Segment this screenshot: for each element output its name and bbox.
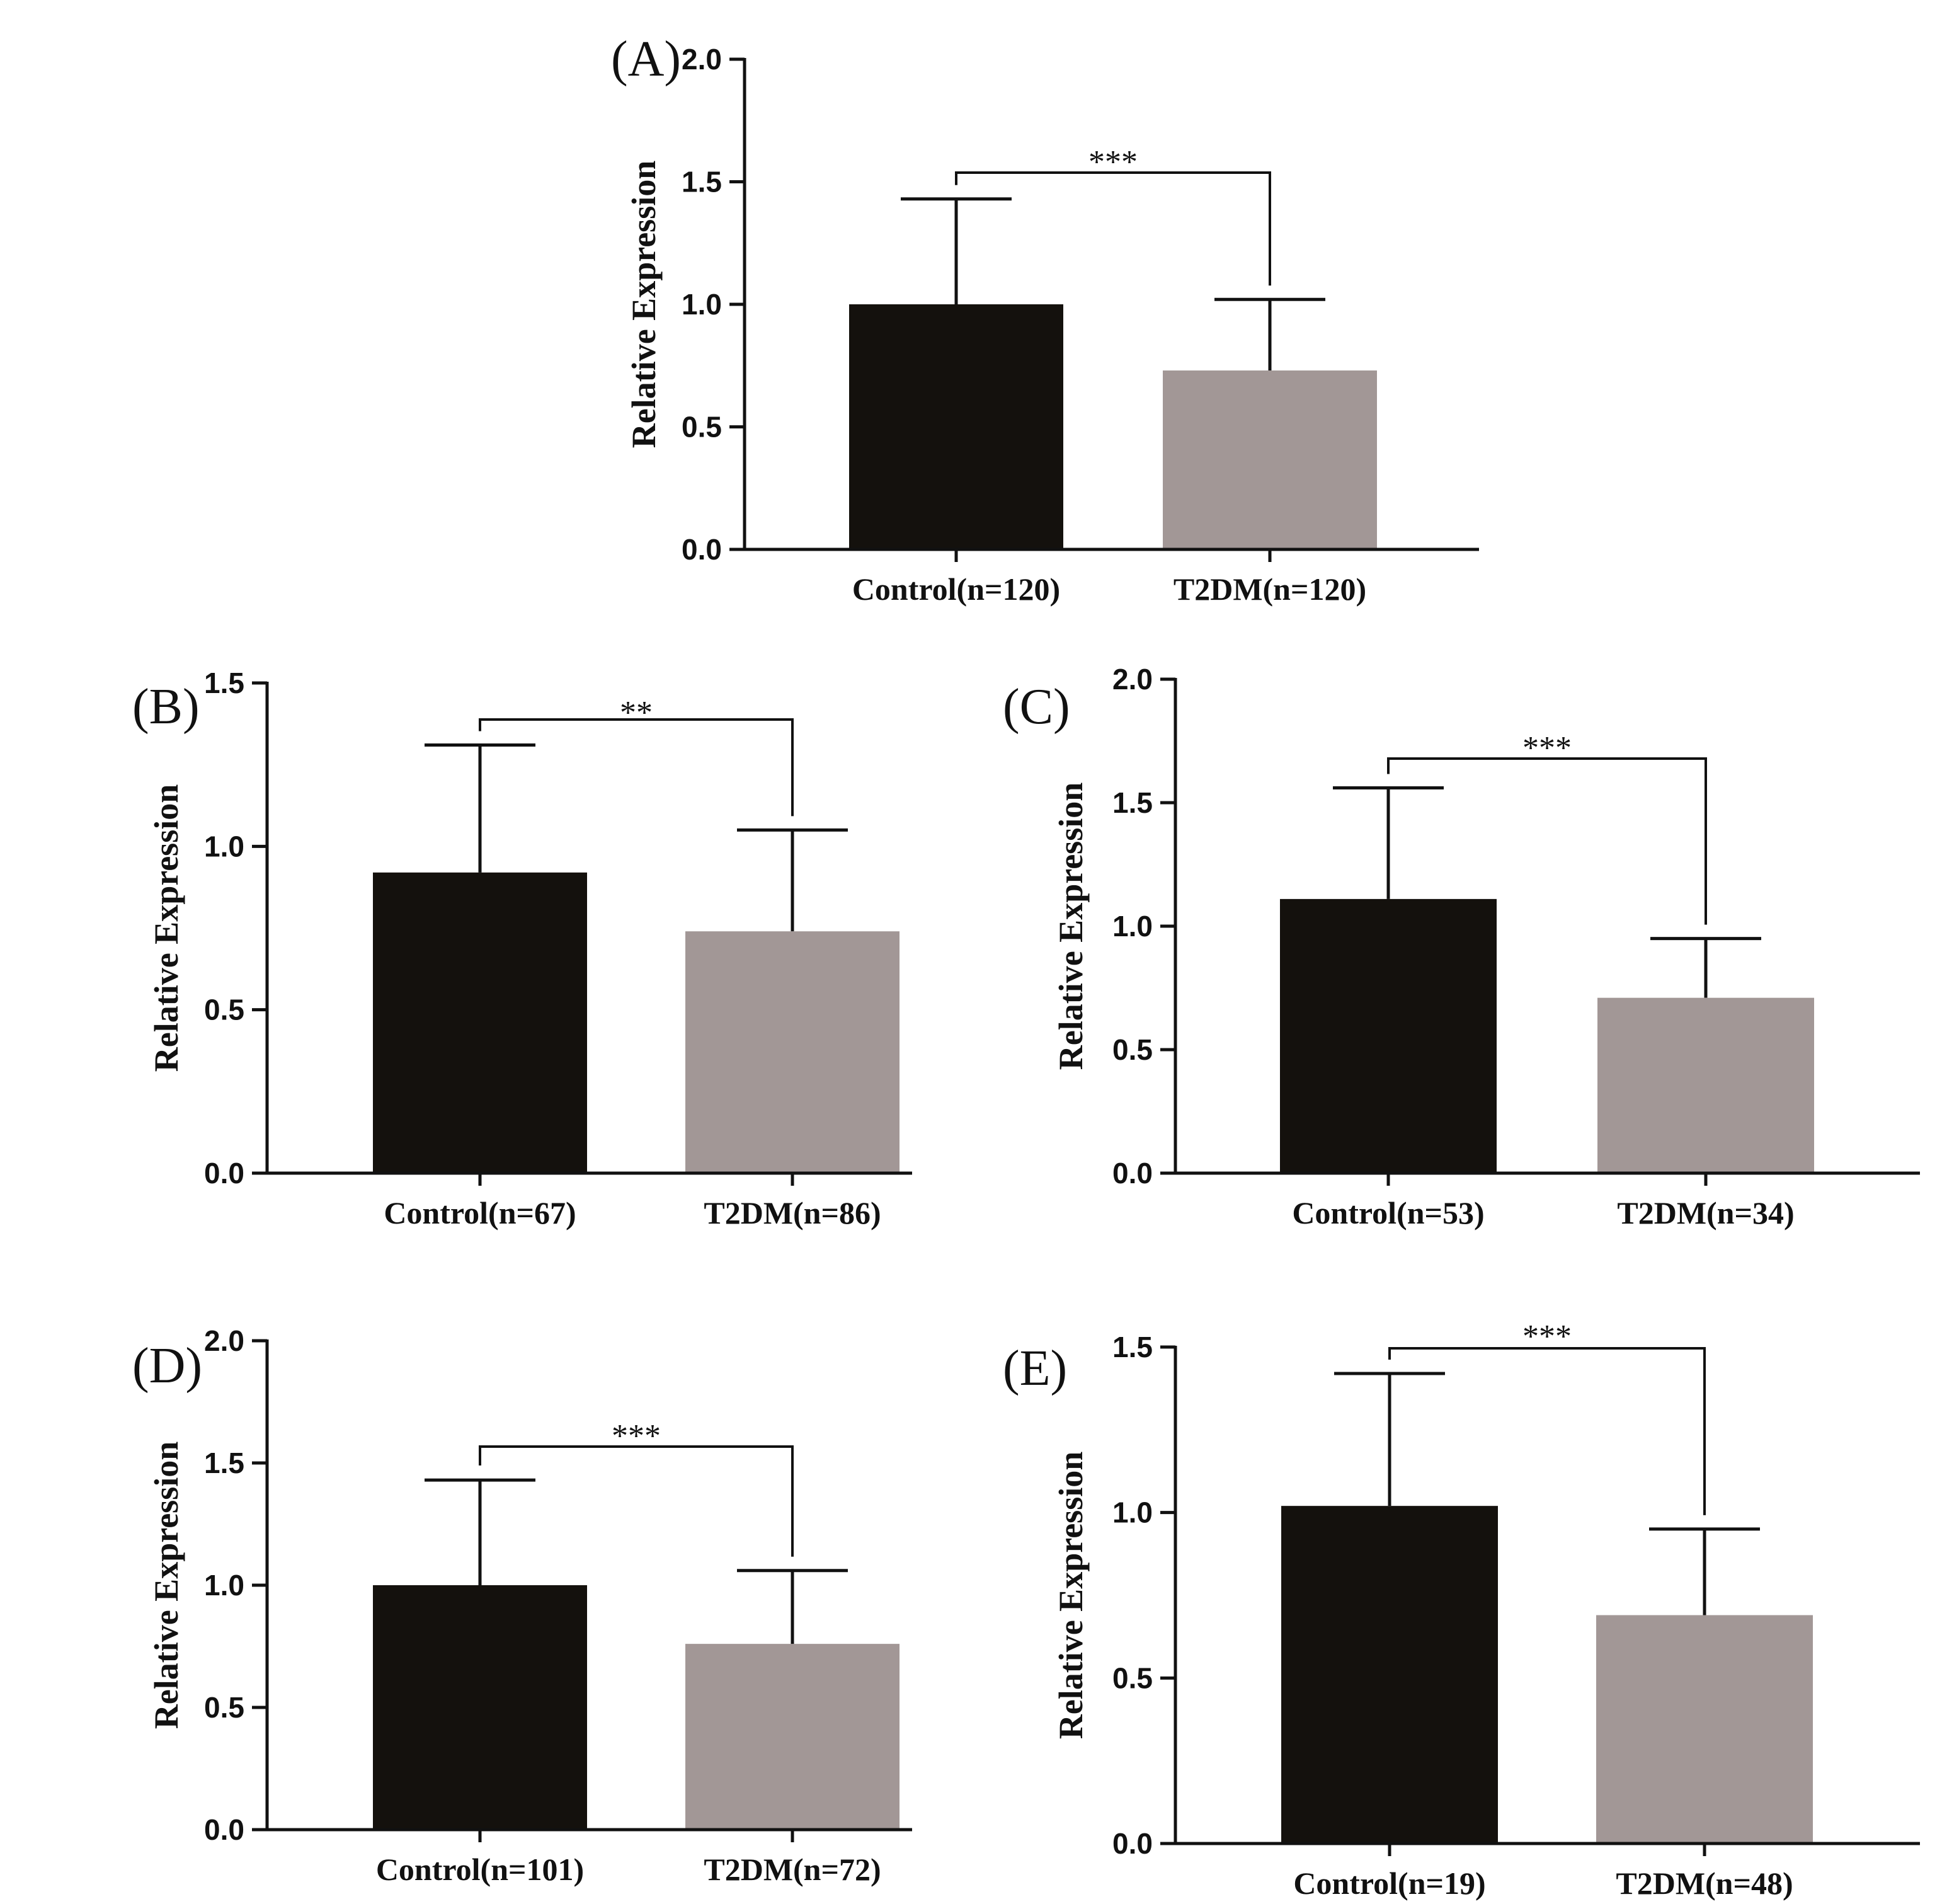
y-tick-label: 0.0 xyxy=(682,533,722,566)
significance-bracket xyxy=(479,718,794,817)
panel-b: 0.0 0.5 1.0 1.5 Control(n=67) T2DM(n=86) Relat… xyxy=(132,667,912,1230)
panel-c: 0.0 0.5 1.0 1.5 2.0 Control(n=53) T2DM(n=34) Re… xyxy=(1003,663,1920,1230)
bar-t2dm xyxy=(1596,1615,1813,1844)
category-label: T2DM(n=34) xyxy=(1617,1195,1794,1230)
y-axis-label: Relative Expression xyxy=(625,161,663,449)
panel-label: (C) xyxy=(1003,679,1070,735)
category-label: Control(n=120) xyxy=(852,571,1060,607)
significance-label: *** xyxy=(1522,1319,1572,1355)
y-tick-label: 1.5 xyxy=(204,1447,244,1479)
y-axis-label: Relative Expression xyxy=(147,784,185,1072)
y-tick-label: 0.0 xyxy=(1112,1827,1153,1860)
category-label: Control(n=67) xyxy=(384,1195,576,1230)
y-axis-label: Relative Expression xyxy=(147,1442,185,1729)
bar-control xyxy=(373,1585,587,1830)
significance-bracket xyxy=(955,171,1271,286)
bar-control xyxy=(1280,898,1497,1173)
y-tick-label: 0.0 xyxy=(204,1157,244,1190)
y-tick-label: 2.0 xyxy=(1112,663,1153,696)
significance-bracket xyxy=(479,1445,794,1557)
bar-t2dm xyxy=(685,931,900,1173)
y-tick-label: 1.0 xyxy=(1112,1496,1153,1529)
category-label: Control(n=101) xyxy=(376,1852,584,1887)
y-tick-label: 2.0 xyxy=(204,1324,244,1357)
y-tick-label: 0.5 xyxy=(204,994,244,1026)
bar-control xyxy=(849,304,1063,549)
y-tick-label: 0.0 xyxy=(1112,1157,1153,1190)
category-label: T2DM(n=120) xyxy=(1174,571,1366,607)
significance-label: *** xyxy=(1088,144,1138,180)
y-tick-label: 1.5 xyxy=(1112,786,1153,819)
bar-control xyxy=(1281,1506,1498,1844)
panel-a: 0.0 0.5 1.0 1.5 2.0 Control(n=120) T2DM(n=120)… xyxy=(611,32,1479,607)
y-tick-label: 2.0 xyxy=(682,43,722,76)
y-tick-label: 1.0 xyxy=(682,288,722,321)
significance-bracket xyxy=(1387,757,1707,925)
panel-label: (B) xyxy=(132,679,200,735)
panel-label: (D) xyxy=(132,1338,202,1394)
y-tick-label: 0.5 xyxy=(204,1691,244,1724)
y-tick-label: 1.5 xyxy=(204,667,244,699)
category-label: T2DM(n=86) xyxy=(704,1195,881,1230)
y-tick-label: 1.0 xyxy=(1112,910,1153,943)
bar-t2dm xyxy=(1163,370,1377,549)
category-label: T2DM(n=72) xyxy=(704,1852,881,1887)
y-tick-label: 1.0 xyxy=(204,1569,244,1602)
y-tick-label: 0.0 xyxy=(204,1813,244,1846)
category-label: Control(n=53) xyxy=(1292,1195,1484,1230)
y-axis-label: Relative Expression xyxy=(1052,1452,1090,1740)
y-tick-label: 0.5 xyxy=(1112,1661,1153,1694)
bar-t2dm xyxy=(685,1644,900,1830)
panel-d: 0.0 0.5 1.0 1.5 2.0 Control(n=101) T2DM(n=72) R… xyxy=(132,1324,912,1887)
y-tick-label: 0.5 xyxy=(682,411,722,444)
category-label: T2DM(n=48) xyxy=(1616,1866,1793,1901)
significance-bracket xyxy=(1388,1347,1706,1515)
bar-t2dm xyxy=(1597,997,1814,1173)
y-axis-label: Relative Expression xyxy=(1052,783,1090,1070)
significance-label: *** xyxy=(612,1418,661,1454)
y-tick-label: 1.5 xyxy=(682,166,722,198)
y-tick-label: 0.5 xyxy=(1112,1033,1153,1066)
significance-label: ** xyxy=(620,695,653,731)
panel-e: 0.0 0.5 1.0 1.5 Control(n=19) T2DM(n=48) Relat… xyxy=(1003,1319,1920,1901)
panel-label: (A) xyxy=(611,32,681,87)
bar-control xyxy=(373,872,587,1173)
significance-label: *** xyxy=(1522,730,1572,766)
category-label: Control(n=19) xyxy=(1293,1866,1485,1901)
y-tick-label: 1.0 xyxy=(204,830,244,863)
y-tick-label: 1.5 xyxy=(1112,1331,1153,1363)
panel-label: (E) xyxy=(1003,1341,1067,1396)
